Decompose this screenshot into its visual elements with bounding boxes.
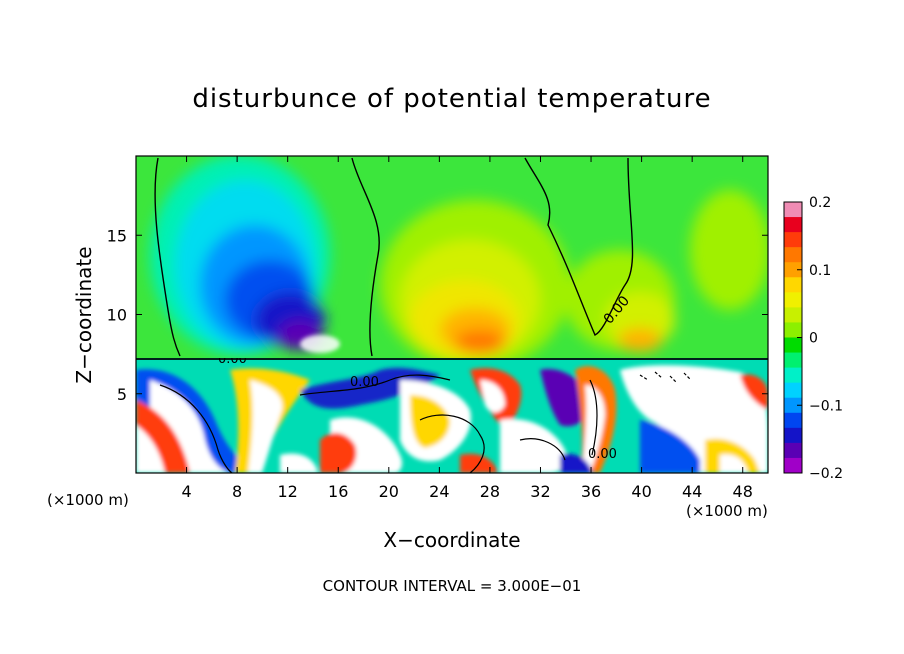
- x-unit-right: (×1000 m): [686, 502, 768, 520]
- x-tick-label: 12: [278, 482, 298, 501]
- colorbar-swatch: [784, 232, 802, 248]
- colorbar-swatch: [784, 367, 802, 384]
- y-axis-label: Z−coordinate: [72, 246, 96, 384]
- colorbar-swatch: [784, 322, 802, 338]
- colorbar-tick-label: 0.2: [809, 195, 831, 211]
- colorbar-swatch: [784, 337, 802, 354]
- x-tick-label: 32: [530, 482, 550, 501]
- colorbar-swatch: [784, 427, 802, 444]
- y-axis: 5 10 15: [107, 226, 768, 404]
- colorbar-swatch: [784, 457, 802, 474]
- colorbar-swatch: [784, 397, 802, 414]
- x-tick-label: 44: [682, 482, 702, 501]
- colorbar-swatch: [784, 217, 802, 233]
- y-tick-label: 15: [107, 226, 127, 245]
- x-tick-label: 48: [733, 482, 753, 501]
- colorbar-swatch: [784, 307, 802, 323]
- x-unit-left: (×1000 m): [47, 491, 129, 509]
- x-tick-label: 16: [328, 482, 348, 501]
- x-axis: 4 8 12 16 20 24 28 32 36 40 44 48: [181, 156, 753, 501]
- x-tick-label: 20: [379, 482, 399, 501]
- x-tick-label: 36: [581, 482, 601, 501]
- colorbar-swatch: [784, 247, 802, 263]
- colorbar-tick-label: 0.1: [809, 263, 831, 279]
- upper-field: 0.00: [136, 156, 768, 358]
- x-tick-label: 4: [181, 482, 191, 501]
- y-tick-label: 5: [117, 385, 127, 404]
- colorbar-swatch: [784, 382, 802, 399]
- x-tick-label: 24: [429, 482, 449, 501]
- colorbar-swatch: [784, 442, 802, 459]
- chart-title: disturbunce of potential temperature: [192, 84, 712, 114]
- y-tick-label: 10: [107, 306, 127, 325]
- x-tick-label: 28: [480, 482, 500, 501]
- x-tick-label: 40: [631, 482, 651, 501]
- colorbar-tick-label: −0.1: [809, 398, 843, 414]
- contour-label: 0.00: [218, 352, 247, 367]
- colorbar-swatch: [784, 352, 802, 369]
- colorbar-swatch: [784, 292, 802, 308]
- colorbar-swatch: [784, 412, 802, 429]
- contour-label: 0.00: [350, 375, 379, 390]
- colorbar: 0.2 0.1 0 −0.1 −0.2: [783, 195, 843, 482]
- x-tick-label: 8: [232, 482, 242, 501]
- colorbar-tick-label: −0.2: [809, 466, 843, 482]
- x-axis-label: X−coordinate: [383, 528, 521, 552]
- lower-field: 0.00 0.00 0.00: [136, 352, 768, 473]
- colorbar-swatch: [784, 262, 802, 278]
- contour-interval: CONTOUR INTERVAL = 3.000E−01: [322, 577, 582, 595]
- contour-label: 0.00: [588, 447, 617, 462]
- colorbar-tick-label: 0: [809, 331, 818, 347]
- colorbar-swatch: [784, 277, 802, 293]
- colorbar-swatch: [784, 202, 802, 218]
